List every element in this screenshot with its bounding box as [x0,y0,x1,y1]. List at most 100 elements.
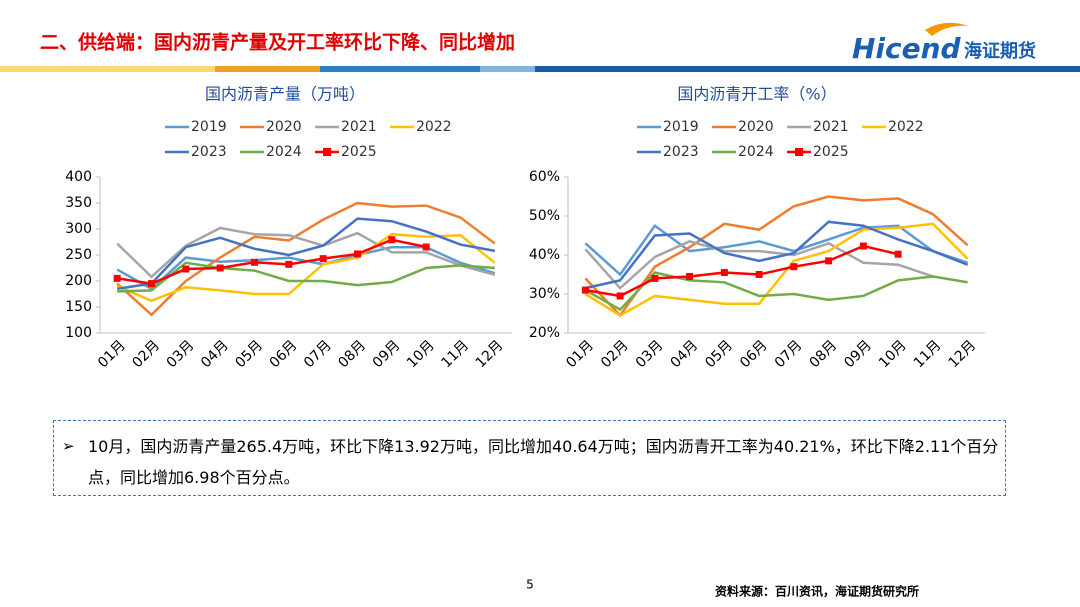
x-tick-label: 10月 [404,337,438,371]
point-marker [388,236,396,244]
point-marker [686,272,694,280]
legend-label: 2022 [416,119,452,135]
header-bar [320,66,480,72]
x-tick-label: 01月 [563,337,597,371]
series-line [585,244,899,298]
x-tick-label: 03月 [164,337,198,371]
legend-label: 2022 [888,119,924,135]
x-tick-label: 09月 [370,337,404,371]
logo-cn: 海证期货 [964,40,1036,62]
series-line [116,217,496,291]
legend-label: 2024 [738,144,774,160]
summary-box: ➢ 10月，国内沥青产量265.4万吨，环比下降13.92万吨，同比增加40.6… [53,420,1006,496]
x-tick-label: 12月 [945,337,979,371]
slide-title: 二、供给端：国内沥青产量及开工率环比下降、同比增加 [40,31,515,54]
x-tick-label: 11月 [438,337,472,371]
point-marker [825,257,833,265]
point-marker [319,255,327,263]
legend-label: 2024 [266,144,302,160]
header-bar [215,66,320,72]
point-marker [859,242,867,250]
point-marker [251,258,258,266]
y-tick-label: 30% [529,286,560,302]
point-marker [581,286,589,294]
x-tick-label: 06月 [267,337,301,371]
series-line [116,226,496,279]
y-tick-label: 300 [65,221,92,237]
series-line [584,195,969,318]
header-bar [535,66,1080,72]
point-marker [790,263,798,271]
legend-label: 2019 [191,119,227,135]
x-tick-label: 08月 [806,337,840,371]
y-tick-label: 20% [529,325,560,341]
x-tick-label: 06月 [737,337,771,371]
point-marker [755,271,763,278]
x-tick-label: 12月 [473,337,507,371]
point-marker [216,264,224,272]
source: 资料来源：百川资讯，海证期货研究所 [715,584,919,599]
legend-label: 2025 [341,144,377,160]
series-line [584,223,969,277]
y-tick-label: 200 [65,273,92,289]
x-tick-label: 04月 [667,337,701,371]
series-line [116,201,496,317]
y-tick-label: 350 [65,195,92,211]
x-tick-label: 08月 [335,337,369,371]
series-line [116,238,427,285]
legend-label: 2023 [663,144,699,160]
legend-marker [323,148,331,156]
legend-label: 2021 [341,119,377,135]
legend-label: 2020 [738,119,774,135]
y-tick-label: 40% [529,247,560,263]
series-line [116,232,496,303]
series-line [584,222,969,317]
point-marker [651,274,659,282]
legend-label: 2020 [266,119,302,135]
logo-swoosh [925,22,968,36]
x-tick-label: 07月 [772,337,806,371]
y-tick-label: 400 [65,169,92,185]
legend-marker [795,148,803,156]
point-marker [894,250,902,258]
legend-label: 2021 [813,119,849,135]
legend-label: 2019 [663,119,699,135]
x-tick-label: 03月 [633,337,667,371]
x-tick-label: 05月 [232,337,266,371]
summary: 10月，国内沥青产量265.4万吨，环比下降13.92万吨，同比增加40.64万… [88,437,999,487]
x-tick-label: 09月 [841,337,875,371]
x-tick-label: 05月 [702,337,736,371]
x-tick-label: 10月 [876,337,910,371]
series-line [585,220,969,290]
point-marker [113,274,121,282]
y-tick-label: 250 [65,247,92,263]
x-tick-label: 11月 [911,337,945,371]
point-marker [285,260,293,268]
chart-title: 国内沥青产量（万吨） [205,85,365,104]
series-line [584,271,968,312]
legend-label: 2025 [813,144,849,160]
point-marker [182,265,190,273]
y-tick-label: 150 [65,299,92,315]
bullet: ➢ [62,437,75,455]
point-marker [148,280,155,288]
page-number: 5 [526,578,534,592]
x-tick-label: 01月 [95,337,129,371]
point-marker [616,292,624,300]
legend-label: 2023 [191,144,227,160]
y-tick-label: 100 [65,325,92,341]
point-marker [720,269,728,277]
x-tick-label: 04月 [198,337,232,371]
header-bar [480,66,535,72]
series-line [584,240,968,290]
series-line [117,261,495,293]
x-tick-label: 02月 [129,337,163,371]
x-tick-label: 07月 [301,337,335,371]
x-tick-label: 02月 [598,337,632,371]
logo: Hicend [852,32,962,65]
chart-title: 国内沥青开工率（%） [677,85,836,104]
y-tick-label: 60% [529,169,560,185]
y-tick-label: 50% [529,208,560,224]
